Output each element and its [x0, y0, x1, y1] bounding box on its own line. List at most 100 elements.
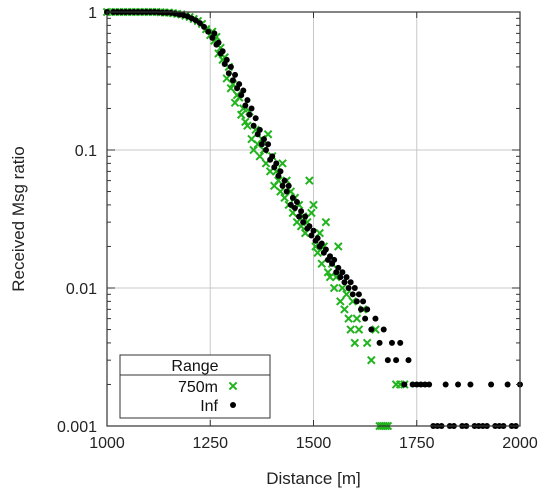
legend-title: Range — [171, 358, 218, 375]
point-inf — [246, 111, 253, 118]
point-inf — [347, 279, 354, 286]
point-inf — [488, 381, 495, 388]
y-tick-label: 1 — [88, 5, 97, 22]
legend: Range 750m Inf — [119, 354, 271, 419]
x-tick-label: 1750 — [399, 435, 435, 452]
point-750m — [236, 110, 246, 120]
y-axis-title: Received Msg ratio — [9, 146, 28, 292]
point-inf — [279, 182, 286, 189]
point-inf — [345, 285, 352, 291]
point-750m — [243, 121, 252, 131]
point-inf — [405, 357, 412, 364]
point-inf — [335, 264, 342, 271]
point-inf — [252, 115, 259, 122]
point-750m — [329, 283, 339, 293]
point-inf — [296, 213, 303, 220]
legend-entry-inf: Inf — [200, 398, 218, 415]
point-inf — [236, 81, 243, 88]
point-750m — [280, 193, 289, 203]
point-750m — [350, 338, 360, 348]
point-750m — [338, 283, 347, 293]
point-inf — [331, 256, 338, 263]
point-inf — [256, 126, 263, 133]
point-inf — [293, 198, 300, 205]
x-tick-label: 1500 — [296, 435, 332, 452]
point-750m — [307, 208, 316, 218]
point-inf — [205, 28, 212, 35]
point-inf — [422, 381, 429, 388]
point-inf — [455, 381, 462, 388]
point-inf — [388, 339, 395, 346]
point-inf — [302, 213, 309, 220]
point-750m — [354, 325, 364, 334]
point-inf — [265, 141, 272, 148]
point-inf — [353, 298, 360, 305]
point-750m — [352, 314, 362, 323]
y-tick-label: 0.001 — [57, 419, 97, 436]
point-inf — [306, 223, 313, 230]
point-inf — [219, 48, 226, 55]
point-inf — [300, 219, 307, 226]
legend-marker-inf — [230, 402, 236, 408]
y-tick-label: 0.01 — [66, 281, 97, 298]
point-inf — [380, 326, 387, 333]
point-inf — [364, 306, 371, 313]
point-inf — [362, 315, 369, 322]
point-inf — [196, 20, 203, 27]
point-750m — [305, 176, 314, 185]
point-inf — [258, 141, 265, 148]
point-inf — [308, 232, 315, 239]
point-inf — [244, 97, 251, 104]
point-inf — [223, 56, 230, 63]
x-tick-label: 2000 — [502, 435, 538, 452]
point-inf — [225, 70, 232, 77]
point-750m — [346, 325, 355, 334]
point-inf — [159, 9, 166, 16]
point-inf — [397, 339, 404, 346]
x-tick-label: 1250 — [192, 435, 228, 452]
point-750m — [274, 176, 283, 185]
legend-markers — [228, 381, 238, 408]
y-tick-label: 0.1 — [75, 143, 97, 160]
point-inf — [248, 105, 255, 112]
point-inf — [467, 381, 474, 388]
point-inf — [409, 381, 416, 388]
point-inf — [298, 208, 305, 215]
point-750m — [362, 338, 372, 348]
point-inf — [357, 306, 364, 313]
point-750m — [342, 290, 351, 299]
point-inf — [277, 168, 284, 175]
point-inf — [341, 279, 348, 286]
point-inf — [287, 201, 294, 208]
point-inf — [355, 291, 362, 298]
point-inf — [269, 153, 276, 160]
point-inf — [281, 177, 288, 184]
point-inf — [322, 246, 329, 253]
point-inf — [285, 182, 292, 189]
point-inf — [417, 381, 424, 388]
point-750m — [321, 217, 331, 227]
point-inf — [263, 147, 270, 153]
legend-box — [119, 354, 271, 419]
point-inf — [327, 253, 334, 260]
point-inf — [289, 194, 296, 201]
point-750m — [323, 267, 333, 277]
point-inf — [201, 23, 208, 30]
point-750m — [340, 305, 349, 314]
point-inf — [215, 39, 222, 46]
point-inf — [339, 269, 346, 276]
point-inf — [238, 92, 245, 99]
point-inf — [337, 274, 344, 281]
point-750m — [249, 145, 258, 155]
point-inf — [343, 274, 350, 281]
point-inf — [351, 285, 358, 291]
point-inf — [401, 381, 408, 388]
point-inf — [318, 240, 325, 247]
point-inf — [242, 102, 249, 109]
point-inf — [227, 63, 234, 70]
legend-entry-750m: 750m — [178, 379, 218, 396]
point-inf — [393, 357, 400, 364]
point-inf — [273, 160, 280, 167]
point-inf — [283, 188, 290, 195]
